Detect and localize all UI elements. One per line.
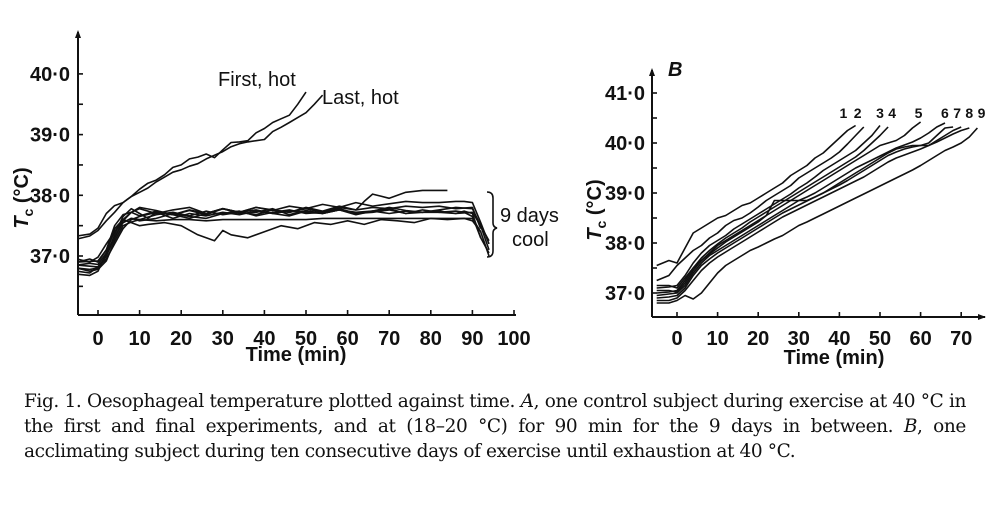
panel-a-y-tick-label: 40·0	[30, 64, 70, 86]
panel-a-x-tick-label: 80	[420, 328, 442, 350]
panel-a-y-axis-label: Tc (°C)	[11, 167, 36, 228]
panel-b-x-tick-label: 20	[747, 328, 769, 350]
panel-a-x-tick-label: 70	[378, 328, 400, 350]
figure-caption: Fig. 1. Oesophageal temperature plotted …	[24, 389, 966, 464]
panel-b-series-6	[656, 122, 946, 297]
panel-b-y-label-sub: c	[593, 220, 609, 228]
panel-b-label: B	[668, 59, 682, 81]
panel-a-series-first-hot	[77, 91, 307, 237]
panel-b-x-axis-arrow	[978, 314, 986, 320]
panel-a-x-tick-label: 50	[295, 328, 317, 350]
panel-b-x-tick-label: 10	[706, 328, 728, 350]
panel-a-x-tick-label: 40	[253, 328, 275, 350]
panel-b-series	[656, 121, 978, 304]
panel-a-x-tick-label: 100	[497, 328, 530, 350]
panel-b-y-tick-label: 40·0	[605, 133, 645, 155]
panel-a-x-tick-label: 10	[128, 328, 150, 350]
panel-b-series-10	[656, 127, 978, 304]
panel-b-ticks: 0 10 20 30 40 50 60 70 37·0 38·0 39·0 40·0 41·0	[605, 83, 972, 350]
panel-b-series-3	[656, 124, 881, 289]
panel-b-y-tick-label: 38·0	[605, 233, 645, 255]
panel-b-x-tick-label: 50	[869, 328, 891, 350]
bracket-9-days-cool	[486, 191, 498, 258]
panel-b-series-4	[656, 126, 889, 294]
panel-a-series-cool-day-3	[77, 217, 490, 277]
panel-b-y-axis-arrow	[649, 68, 655, 76]
panel-b-series-8	[656, 126, 962, 299]
panel-b-x-tick-label: 70	[950, 328, 972, 350]
panel-a-y-label-sub: c	[20, 208, 36, 216]
annotation-first-hot: First, hot	[218, 69, 296, 91]
caption-panel-a-letter: A	[520, 391, 534, 412]
panel-a-series-cool-day-9	[77, 209, 490, 272]
day-label-7: 7	[953, 105, 961, 121]
panel-b-series-7	[656, 126, 954, 293]
panel-b-series-1	[656, 124, 857, 267]
annotation-cool: cool	[512, 229, 549, 251]
caption-fig-label: Fig. 1.	[24, 391, 82, 412]
day-label-4: 4	[888, 105, 896, 121]
day-label-2: 2	[854, 105, 862, 121]
panel-a-y-axis-arrow	[75, 30, 81, 38]
panel-a-series-cool-day-5	[77, 207, 482, 271]
panel-b-y-label-unit: (°C)	[584, 179, 606, 220]
panel-b-series-2	[656, 126, 865, 282]
day-label-5: 5	[915, 105, 923, 121]
panel-b-x-tick-label: 30	[788, 328, 810, 350]
day-label-1: 1	[840, 105, 848, 121]
day-label-9: 9	[978, 105, 986, 121]
panel-b-x-tick-label: 0	[671, 328, 682, 350]
panel-b-axes	[649, 68, 986, 320]
panel-a-series	[77, 91, 490, 277]
caption-panel-b-text: , one acclimating subject during ten con…	[24, 416, 966, 462]
panel-a-y-tick-label: 39·0	[30, 125, 70, 147]
panel-a-x-tick-label: 0	[92, 328, 103, 350]
panel-a-series-cool-day-8	[77, 189, 448, 266]
day-label-6: 6	[941, 105, 949, 121]
panel-a-x-tick-label: 20	[170, 328, 192, 350]
panel-a-x-tick-label: 30	[212, 328, 234, 350]
panel-b-day-labels: 12345678910	[840, 105, 988, 121]
panel-b-y-axis-label: Tc (°C)	[584, 179, 609, 240]
panel-b-x-tick-label: 60	[909, 328, 931, 350]
day-label-8: 8	[965, 105, 973, 121]
panel-a-x-axis-label: Time (min)	[246, 344, 347, 366]
annotation-last-hot: Last, hot	[322, 87, 399, 109]
caption-panel-a-text: , one control subject during exercise at…	[24, 391, 966, 437]
panel-a-y-label-unit: (°C)	[11, 167, 33, 208]
panel-a-series-last-hot	[77, 94, 324, 240]
panel-a-ticks: 0 10 20 30 40 50 60 70 80 90 100 37·0 38·0 39·0 40·0	[30, 64, 531, 350]
panel-b-y-label-main: T	[584, 227, 606, 241]
panel-a-x-tick-label: 60	[336, 328, 358, 350]
panel-b-x-tick-label: 40	[828, 328, 850, 350]
day-label-3: 3	[876, 105, 884, 121]
panel-b-y-tick-label: 37·0	[605, 283, 645, 305]
panel-a-y-tick-label: 38·0	[30, 185, 70, 207]
panel-b-y-tick-label: 41·0	[605, 83, 645, 105]
annotation-9-days: 9 days	[500, 205, 559, 227]
panel-b-x-axis-label: Time (min)	[784, 347, 885, 369]
caption-title: Oesophageal temperature plotted against …	[86, 391, 516, 412]
panel-a-x-tick-label: 90	[461, 328, 483, 350]
panel-b-y-tick-label: 39·0	[605, 183, 645, 205]
panel-a-y-tick-label: 37·0	[30, 246, 70, 268]
panel-a-y-label-main: T	[11, 215, 33, 229]
caption-panel-b-letter: B	[903, 416, 918, 437]
panel-a-series-cool-day-7	[77, 205, 482, 263]
panel-a: 0 10 20 30 40 50 60 70 80 90 100 37·0 38·0 39·0 40·0 T…	[11, 30, 559, 366]
panel-b-series-9	[656, 127, 970, 302]
